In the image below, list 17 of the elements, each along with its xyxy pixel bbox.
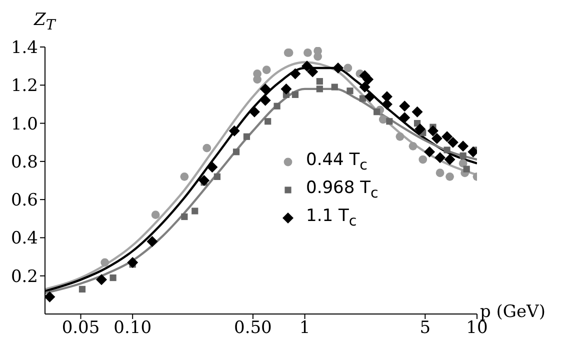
y-axis-title: Z$_{T}$ bbox=[34, 10, 56, 34]
legend-label: 1.1 T$_{c}$ bbox=[306, 206, 357, 230]
legend-label: 0.44 T$_{c}$ bbox=[306, 150, 368, 174]
y-tick-label: 0.6 bbox=[10, 190, 38, 211]
y-tick-label: 1.4 bbox=[10, 38, 38, 58]
x-tick-label: 0.50 bbox=[234, 318, 272, 338]
y-tick-label: 0.4 bbox=[10, 228, 38, 249]
y-tick-label: 0.8 bbox=[10, 152, 38, 172]
y-tick-label: 1.2 bbox=[10, 76, 38, 96]
x-tick-label: 0.10 bbox=[114, 318, 152, 338]
x-tick-label: 1 bbox=[299, 318, 310, 338]
y-tick-label: 0.2 bbox=[10, 266, 38, 287]
y-tick-label: 1.0 bbox=[10, 114, 38, 134]
x-tick-label: 0.05 bbox=[62, 318, 100, 338]
x-tick-label: 5 bbox=[420, 318, 431, 338]
x-axis-title: p (GeV) bbox=[480, 302, 546, 322]
legend-label: 0.968 T$_{c}$ bbox=[306, 178, 378, 202]
